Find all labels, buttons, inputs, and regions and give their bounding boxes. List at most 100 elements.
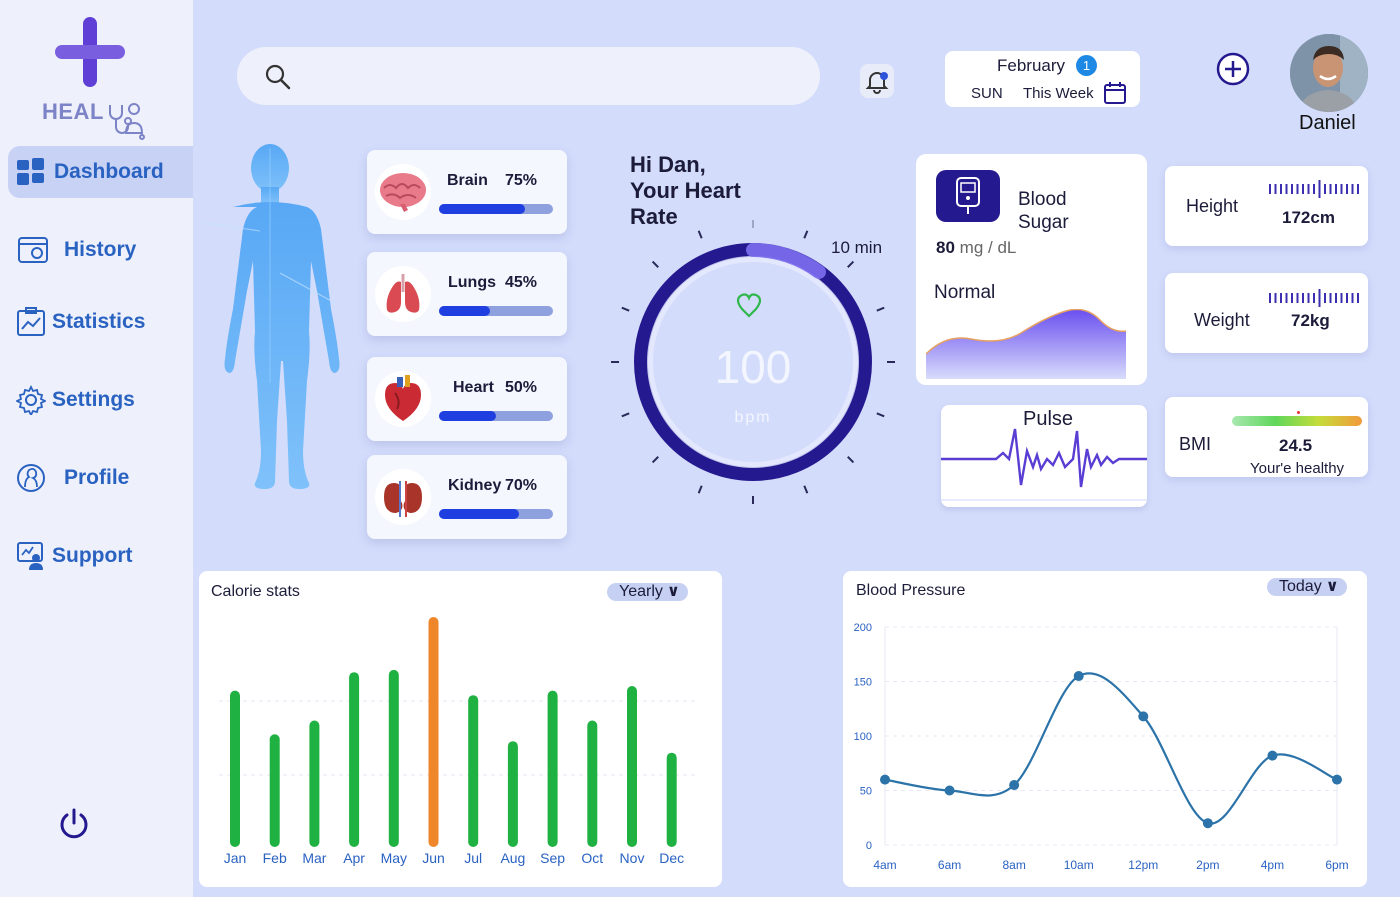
calorie-period-dropdown[interactable]: Yearly ∨	[607, 583, 688, 601]
pulse-waveform	[941, 428, 1147, 501]
sidebar-item-history[interactable]: History	[0, 224, 193, 276]
progress-fill	[439, 509, 519, 519]
lungs-icon	[375, 266, 431, 322]
bp-y-label: 200	[854, 622, 872, 634]
sidebar-item-statistics[interactable]: Statistics	[0, 296, 193, 348]
day-label: SUN	[971, 85, 1003, 102]
bp-x-label: 4am	[873, 858, 896, 872]
progress-track	[439, 509, 553, 519]
support-icon	[16, 541, 46, 571]
avatar[interactable]	[1290, 34, 1368, 112]
calorie-bar	[547, 690, 558, 847]
weight-card[interactable]: Weight 72kg	[1165, 273, 1368, 353]
kidney-icon	[375, 469, 431, 525]
bmi-label: BMI	[1179, 434, 1212, 454]
add-icon[interactable]	[1216, 52, 1250, 86]
blood-pressure-card: Blood Pressure Today ∨ 0 50 100 150 200 4am 6a…	[843, 571, 1367, 887]
calorie-x-label: Dec	[659, 850, 684, 866]
bp-data-point	[1202, 818, 1213, 829]
search-icon[interactable]	[265, 64, 291, 90]
heart-organ-icon	[375, 371, 431, 427]
sidebar-item-dashboard[interactable]: Dashboard	[8, 146, 193, 198]
heart-rate-greeting: Hi Dan, Your Heart Rate	[630, 152, 741, 230]
height-card[interactable]: Height 172cm	[1165, 166, 1368, 246]
bp-x-label: 4pm	[1261, 858, 1284, 872]
heart-rate-unit: bpm	[734, 409, 771, 426]
chevron-down-icon: ∨	[1325, 578, 1339, 595]
notification-bell[interactable]	[860, 64, 894, 98]
bp-data-point	[1073, 671, 1084, 682]
month-label: February	[997, 56, 1066, 75]
sidebar-item-label: Dashboard	[54, 160, 164, 183]
bp-data-point	[1332, 774, 1342, 785]
blood-sugar-status: Normal	[934, 282, 996, 303]
sidebar-item-support[interactable]: Support	[0, 530, 193, 582]
bp-data-point	[880, 774, 890, 785]
dropdown-value: Yearly	[619, 583, 663, 600]
sidebar: HEAL Dashboard History Statistics	[0, 0, 193, 897]
user-photo	[1290, 34, 1368, 112]
organ-name: Lungs	[448, 274, 496, 291]
blood-sugar-card[interactable]: Blood Sugar 80 mg / dL Normal	[916, 154, 1147, 385]
heart-rate-gauge: 100 bpm	[611, 220, 895, 504]
organ-card-heart[interactable]: Heart 50%	[367, 357, 567, 441]
calorie-bar	[309, 720, 320, 847]
bmi-value: 24.5	[1279, 436, 1313, 455]
organ-percent: 45%	[505, 274, 538, 291]
gauge-tick	[651, 260, 659, 268]
calendar-icon[interactable]	[1104, 82, 1126, 104]
calorie-bar	[666, 752, 677, 847]
history-icon	[18, 235, 48, 265]
blood-sugar-sparkline	[926, 309, 1127, 379]
calorie-x-label: Mar	[302, 850, 326, 866]
bp-period-dropdown[interactable]: Today ∨	[1267, 578, 1347, 596]
human-body-illustration	[204, 144, 340, 489]
bell-icon	[865, 72, 889, 94]
calorie-x-label: Jun	[422, 850, 445, 866]
bp-x-label: 6am	[938, 858, 961, 872]
calorie-stats-card: Calorie stats Yearly ∨ Jan Feb Mar Apr May Jun…	[199, 571, 722, 887]
calorie-bar	[587, 720, 598, 847]
date-selector[interactable]: February 1 SUN This Week	[945, 51, 1140, 107]
sidebar-item-profile[interactable]: Profile	[0, 452, 193, 504]
organ-name: Brain	[447, 172, 488, 189]
calorie-bar	[507, 741, 518, 847]
bp-x-label: 6pm	[1325, 858, 1348, 872]
greeting-line: Your Heart	[630, 178, 741, 203]
gauge-tick	[697, 230, 703, 239]
bmi-scale	[1232, 416, 1362, 426]
greeting-line: Hi Dan,	[630, 152, 706, 177]
progress-track	[439, 411, 553, 421]
bmi-card[interactable]: BMI 24.5 Your'e healthy	[1165, 397, 1368, 477]
progress-track	[439, 306, 553, 316]
blood-pressure-line-chart: 0 50 100 150 200 4am 6am 8am 10am 12pm 2pm 4pm 6pm	[854, 622, 1349, 872]
progress-fill	[439, 306, 491, 316]
ruler-icon	[1269, 180, 1359, 198]
height-label: Height	[1186, 196, 1239, 216]
logo-plus-bar	[55, 45, 125, 59]
sidebar-item-settings[interactable]: Settings	[0, 374, 193, 426]
blood-sugar-reading: 80 mg / dL	[936, 238, 1016, 258]
app-name: HEAL	[42, 99, 104, 124]
organ-name: Kidney	[448, 477, 502, 494]
calorie-x-label: Jul	[464, 850, 482, 866]
bp-y-label: 100	[854, 731, 872, 743]
week-label: This Week	[1023, 85, 1094, 102]
pulse-card[interactable]: Pulse	[941, 405, 1147, 507]
organ-card-kidney[interactable]: Kidney 70%	[367, 455, 567, 539]
bp-y-label: 0	[866, 840, 872, 852]
weight-value: 72kg	[1291, 311, 1330, 330]
organ-card-lungs[interactable]: Lungs 45%	[367, 252, 567, 336]
calorie-bar	[468, 695, 479, 847]
height-value: 172cm	[1282, 208, 1335, 227]
bp-x-label: 8am	[1002, 858, 1025, 872]
search-bar[interactable]	[237, 47, 820, 105]
gauge-tick	[621, 306, 630, 312]
calorie-x-label: Feb	[263, 850, 287, 866]
sidebar-item-label: Support	[52, 544, 133, 567]
organ-card-brain[interactable]: Brain 75%	[367, 150, 567, 234]
gauge-tick	[697, 485, 703, 494]
gauge-tick	[621, 412, 630, 418]
gauge-tick	[847, 456, 855, 464]
power-icon[interactable]	[56, 806, 92, 842]
